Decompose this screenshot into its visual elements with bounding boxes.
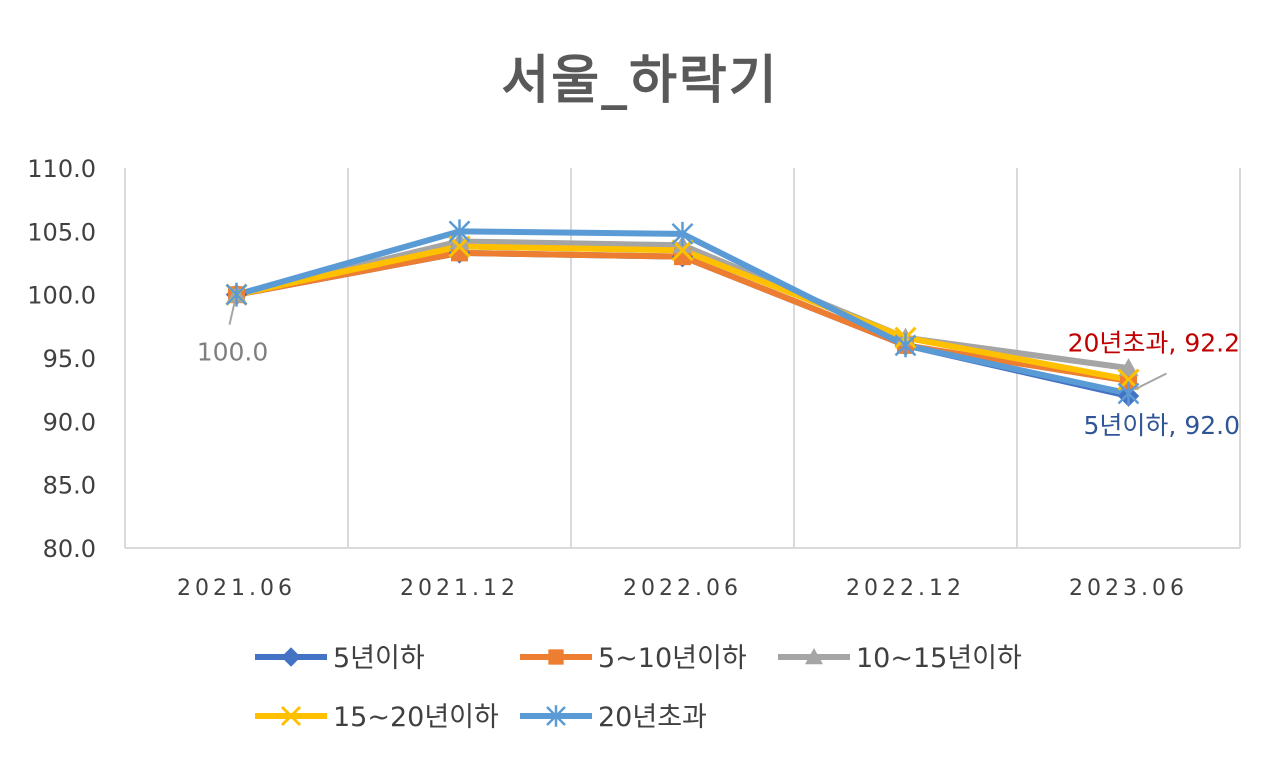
marker-square: [548, 649, 564, 665]
marker-x-stroke: [448, 235, 471, 258]
leader-line: [1134, 372, 1167, 391]
data-label: 100.0: [197, 338, 269, 367]
marker-star: [448, 219, 471, 244]
legend-label: 10~15년이하: [856, 643, 1022, 674]
y-tick-label: 95.0: [43, 345, 96, 373]
x-tick-label: 2021.06: [177, 576, 296, 601]
data-labels: 100.0 20년초과, 92.2 5년이하, 92.0: [197, 302, 1240, 440]
data-label: 20년초과, 92.2: [1068, 328, 1240, 357]
marker-triangle: [805, 648, 823, 665]
marker-diamond: [281, 647, 301, 667]
marker-x: [280, 705, 302, 727]
series-markers: [225, 219, 1140, 407]
marker-star: [546, 705, 566, 727]
legend-label: 5년이하: [333, 643, 425, 674]
x-tick-label: 2022.12: [846, 576, 965, 601]
x-axis: 2021.06 2021.12 2022.06 2022.12 2023.06: [177, 576, 1188, 601]
data-label: 5년이하, 92.0: [1084, 411, 1240, 440]
legend-item: 20년초과: [520, 702, 707, 733]
legend-item: 5년이하: [255, 643, 425, 674]
marker-x-stroke: [280, 705, 302, 727]
marker-star: [1117, 381, 1140, 406]
legend-label: 5~10년이하: [598, 643, 747, 674]
leader-line: [228, 302, 236, 325]
y-tick-label: 100.0: [27, 282, 96, 310]
y-tick-label: 110.0: [27, 155, 96, 183]
legend: 5년이하 5~10년이하 10~15년이하 15~20년이하 20년초과: [255, 643, 1022, 733]
legend-item: 10~15년이하: [778, 643, 1022, 674]
marker-x: [448, 235, 471, 258]
y-tick-label: 105.0: [27, 218, 96, 246]
series-line: [233, 249, 1132, 399]
marker-star: [671, 221, 694, 246]
marker-star: [894, 333, 917, 358]
y-axis: 80.0 85.0 90.0 95.0 100.0 105.0 110.0: [27, 155, 96, 563]
marker-star: [225, 282, 248, 307]
legend-item: 5~10년이하: [520, 643, 747, 674]
x-tick-label: 2022.06: [623, 576, 742, 601]
x-tick-label: 2021.12: [400, 576, 519, 601]
marker-x-stroke: [671, 239, 694, 262]
marker-triangle: [1118, 358, 1139, 377]
x-tick-label: 2023.06: [1069, 576, 1188, 601]
legend-label: 15~20년이하: [333, 702, 499, 733]
y-tick-label: 80.0: [43, 535, 96, 563]
legend-item: 15~20년이하: [255, 702, 499, 733]
chart-title: 서울_하락기: [501, 51, 779, 111]
y-tick-label: 85.0: [43, 472, 96, 500]
y-tick-label: 90.0: [43, 408, 96, 436]
legend-label: 20년초과: [598, 702, 707, 733]
marker-x: [671, 239, 694, 262]
